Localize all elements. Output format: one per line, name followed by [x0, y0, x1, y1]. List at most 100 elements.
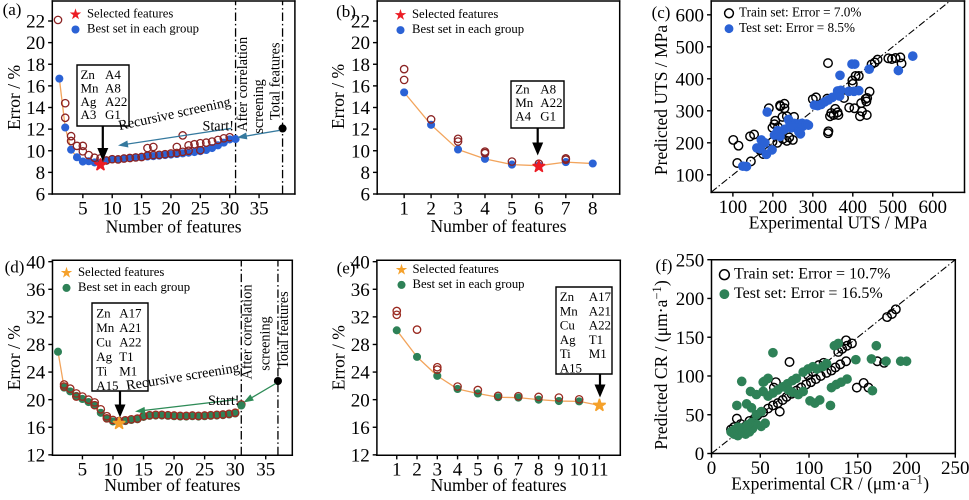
- svg-text:Start!: Start!: [202, 119, 234, 135]
- svg-text:M1: M1: [589, 346, 607, 361]
- svg-text:Test set: Error = 8.5%: Test set: Error = 8.5%: [739, 20, 855, 35]
- svg-text:20: 20: [26, 390, 45, 411]
- svg-text:G1: G1: [105, 107, 121, 122]
- svg-text:A22: A22: [119, 334, 141, 349]
- svg-text:Zn: Zn: [515, 81, 530, 96]
- svg-text:4: 4: [453, 460, 463, 481]
- svg-text:Best set in each group: Best set in each group: [413, 277, 525, 291]
- svg-text:8: 8: [534, 460, 543, 481]
- svg-text:3: 3: [453, 198, 463, 219]
- svg-text:24: 24: [351, 363, 371, 384]
- svg-text:Ti: Ti: [96, 364, 107, 379]
- svg-text:Error / %: Error / %: [4, 65, 24, 130]
- svg-text:36: 36: [351, 280, 370, 301]
- svg-text:250: 250: [676, 250, 704, 271]
- svg-text:200: 200: [892, 458, 921, 479]
- svg-text:Error / %: Error / %: [329, 325, 349, 390]
- svg-text:12: 12: [351, 120, 370, 141]
- svg-text:Experimental UTS / MPa: Experimental UTS / MPa: [749, 213, 928, 233]
- svg-text:Ag: Ag: [81, 94, 97, 109]
- svg-text:A3: A3: [81, 107, 97, 122]
- svg-text:100: 100: [676, 367, 704, 388]
- svg-text:Mn: Mn: [560, 303, 579, 318]
- svg-text:11: 11: [590, 460, 608, 481]
- svg-text:10: 10: [351, 141, 370, 162]
- svg-text:Selected features: Selected features: [78, 265, 164, 279]
- svg-text:2: 2: [412, 460, 422, 481]
- svg-text:A21: A21: [589, 303, 611, 318]
- svg-text:20: 20: [161, 198, 180, 219]
- svg-text:0: 0: [695, 444, 704, 465]
- svg-text:200: 200: [759, 197, 788, 218]
- svg-text:200: 200: [676, 133, 705, 154]
- svg-text:28: 28: [351, 335, 370, 356]
- svg-text:T1: T1: [119, 349, 133, 364]
- svg-text:5: 5: [473, 460, 483, 481]
- svg-text:300: 300: [799, 197, 828, 218]
- svg-text:3: 3: [433, 460, 442, 481]
- svg-text:screening: screening: [257, 316, 273, 370]
- svg-text:500: 500: [879, 197, 908, 218]
- svg-text:4: 4: [480, 198, 490, 219]
- svg-text:100: 100: [795, 458, 824, 479]
- svg-text:E x p e r: E x p e r i m e n t a l C R / ( μ m · a …: [731, 464, 934, 495]
- svg-text:Zn: Zn: [81, 67, 96, 82]
- svg-text:M1: M1: [119, 364, 137, 379]
- svg-text:18: 18: [26, 55, 45, 76]
- svg-text:7: 7: [514, 460, 524, 481]
- svg-text:5: 5: [507, 198, 517, 219]
- svg-text:10: 10: [26, 141, 45, 162]
- svg-text:15: 15: [132, 198, 151, 219]
- svg-text:Cu: Cu: [96, 334, 112, 349]
- svg-text:16: 16: [26, 418, 45, 439]
- svg-text:150: 150: [844, 458, 873, 479]
- svg-text:A15: A15: [560, 360, 582, 375]
- svg-text:5: 5: [78, 198, 88, 219]
- svg-text:25: 25: [195, 460, 214, 481]
- svg-text:Predicted UTS / MPa: Predicted UTS / MPa: [651, 25, 671, 175]
- svg-text:10: 10: [103, 198, 122, 219]
- svg-text:Total features: Total features: [276, 291, 292, 369]
- svg-text:14: 14: [26, 98, 46, 119]
- svg-text:1: 1: [392, 460, 402, 481]
- svg-text:5: 5: [78, 460, 88, 481]
- svg-text:(b): (b): [336, 2, 356, 21]
- svg-text:Selected features: Selected features: [87, 6, 173, 20]
- svg-text:Test set: Error = 16.5%: Test set: Error = 16.5%: [734, 285, 883, 302]
- svg-text:16: 16: [351, 76, 370, 97]
- svg-text:Ag: Ag: [560, 332, 576, 347]
- svg-text:8: 8: [361, 163, 371, 184]
- svg-text:100: 100: [676, 165, 705, 186]
- svg-text:(a): (a): [3, 0, 22, 19]
- svg-text:0: 0: [707, 458, 717, 479]
- svg-text:Zn: Zn: [96, 305, 111, 320]
- svg-text:22: 22: [26, 12, 45, 33]
- svg-text:400: 400: [839, 197, 868, 218]
- svg-text:8: 8: [588, 198, 598, 219]
- svg-text:10: 10: [103, 460, 122, 481]
- svg-text:P r e d i: P r e d i c t e d C R / ( μ m · a ) − 1: [641, 275, 672, 450]
- svg-text:8: 8: [36, 163, 46, 184]
- svg-text:Mn: Mn: [96, 320, 115, 335]
- svg-text:7: 7: [561, 198, 571, 219]
- svg-text:36: 36: [26, 280, 45, 301]
- svg-text:6: 6: [493, 460, 503, 481]
- svg-text:Error / %: Error / %: [328, 64, 348, 129]
- svg-text:20: 20: [26, 33, 45, 54]
- svg-text:500: 500: [676, 37, 705, 58]
- svg-text:Best set in each group: Best set in each group: [87, 22, 199, 36]
- svg-text:25: 25: [191, 198, 210, 219]
- svg-text:32: 32: [351, 307, 370, 328]
- svg-text:150: 150: [676, 328, 704, 349]
- svg-text:Train set: Error = 10.7%: Train set: Error = 10.7%: [734, 266, 890, 283]
- svg-text:24: 24: [26, 363, 46, 384]
- svg-text:35: 35: [256, 460, 275, 481]
- svg-text:Number of features: Number of features: [106, 217, 242, 237]
- svg-text:Error / %: Error / %: [4, 325, 24, 390]
- svg-text:2: 2: [426, 198, 436, 219]
- svg-text:20: 20: [351, 33, 370, 54]
- svg-text:50: 50: [751, 458, 770, 479]
- svg-text:A8: A8: [105, 80, 121, 95]
- svg-text:16: 16: [26, 76, 45, 97]
- svg-text:Ag: Ag: [96, 349, 112, 364]
